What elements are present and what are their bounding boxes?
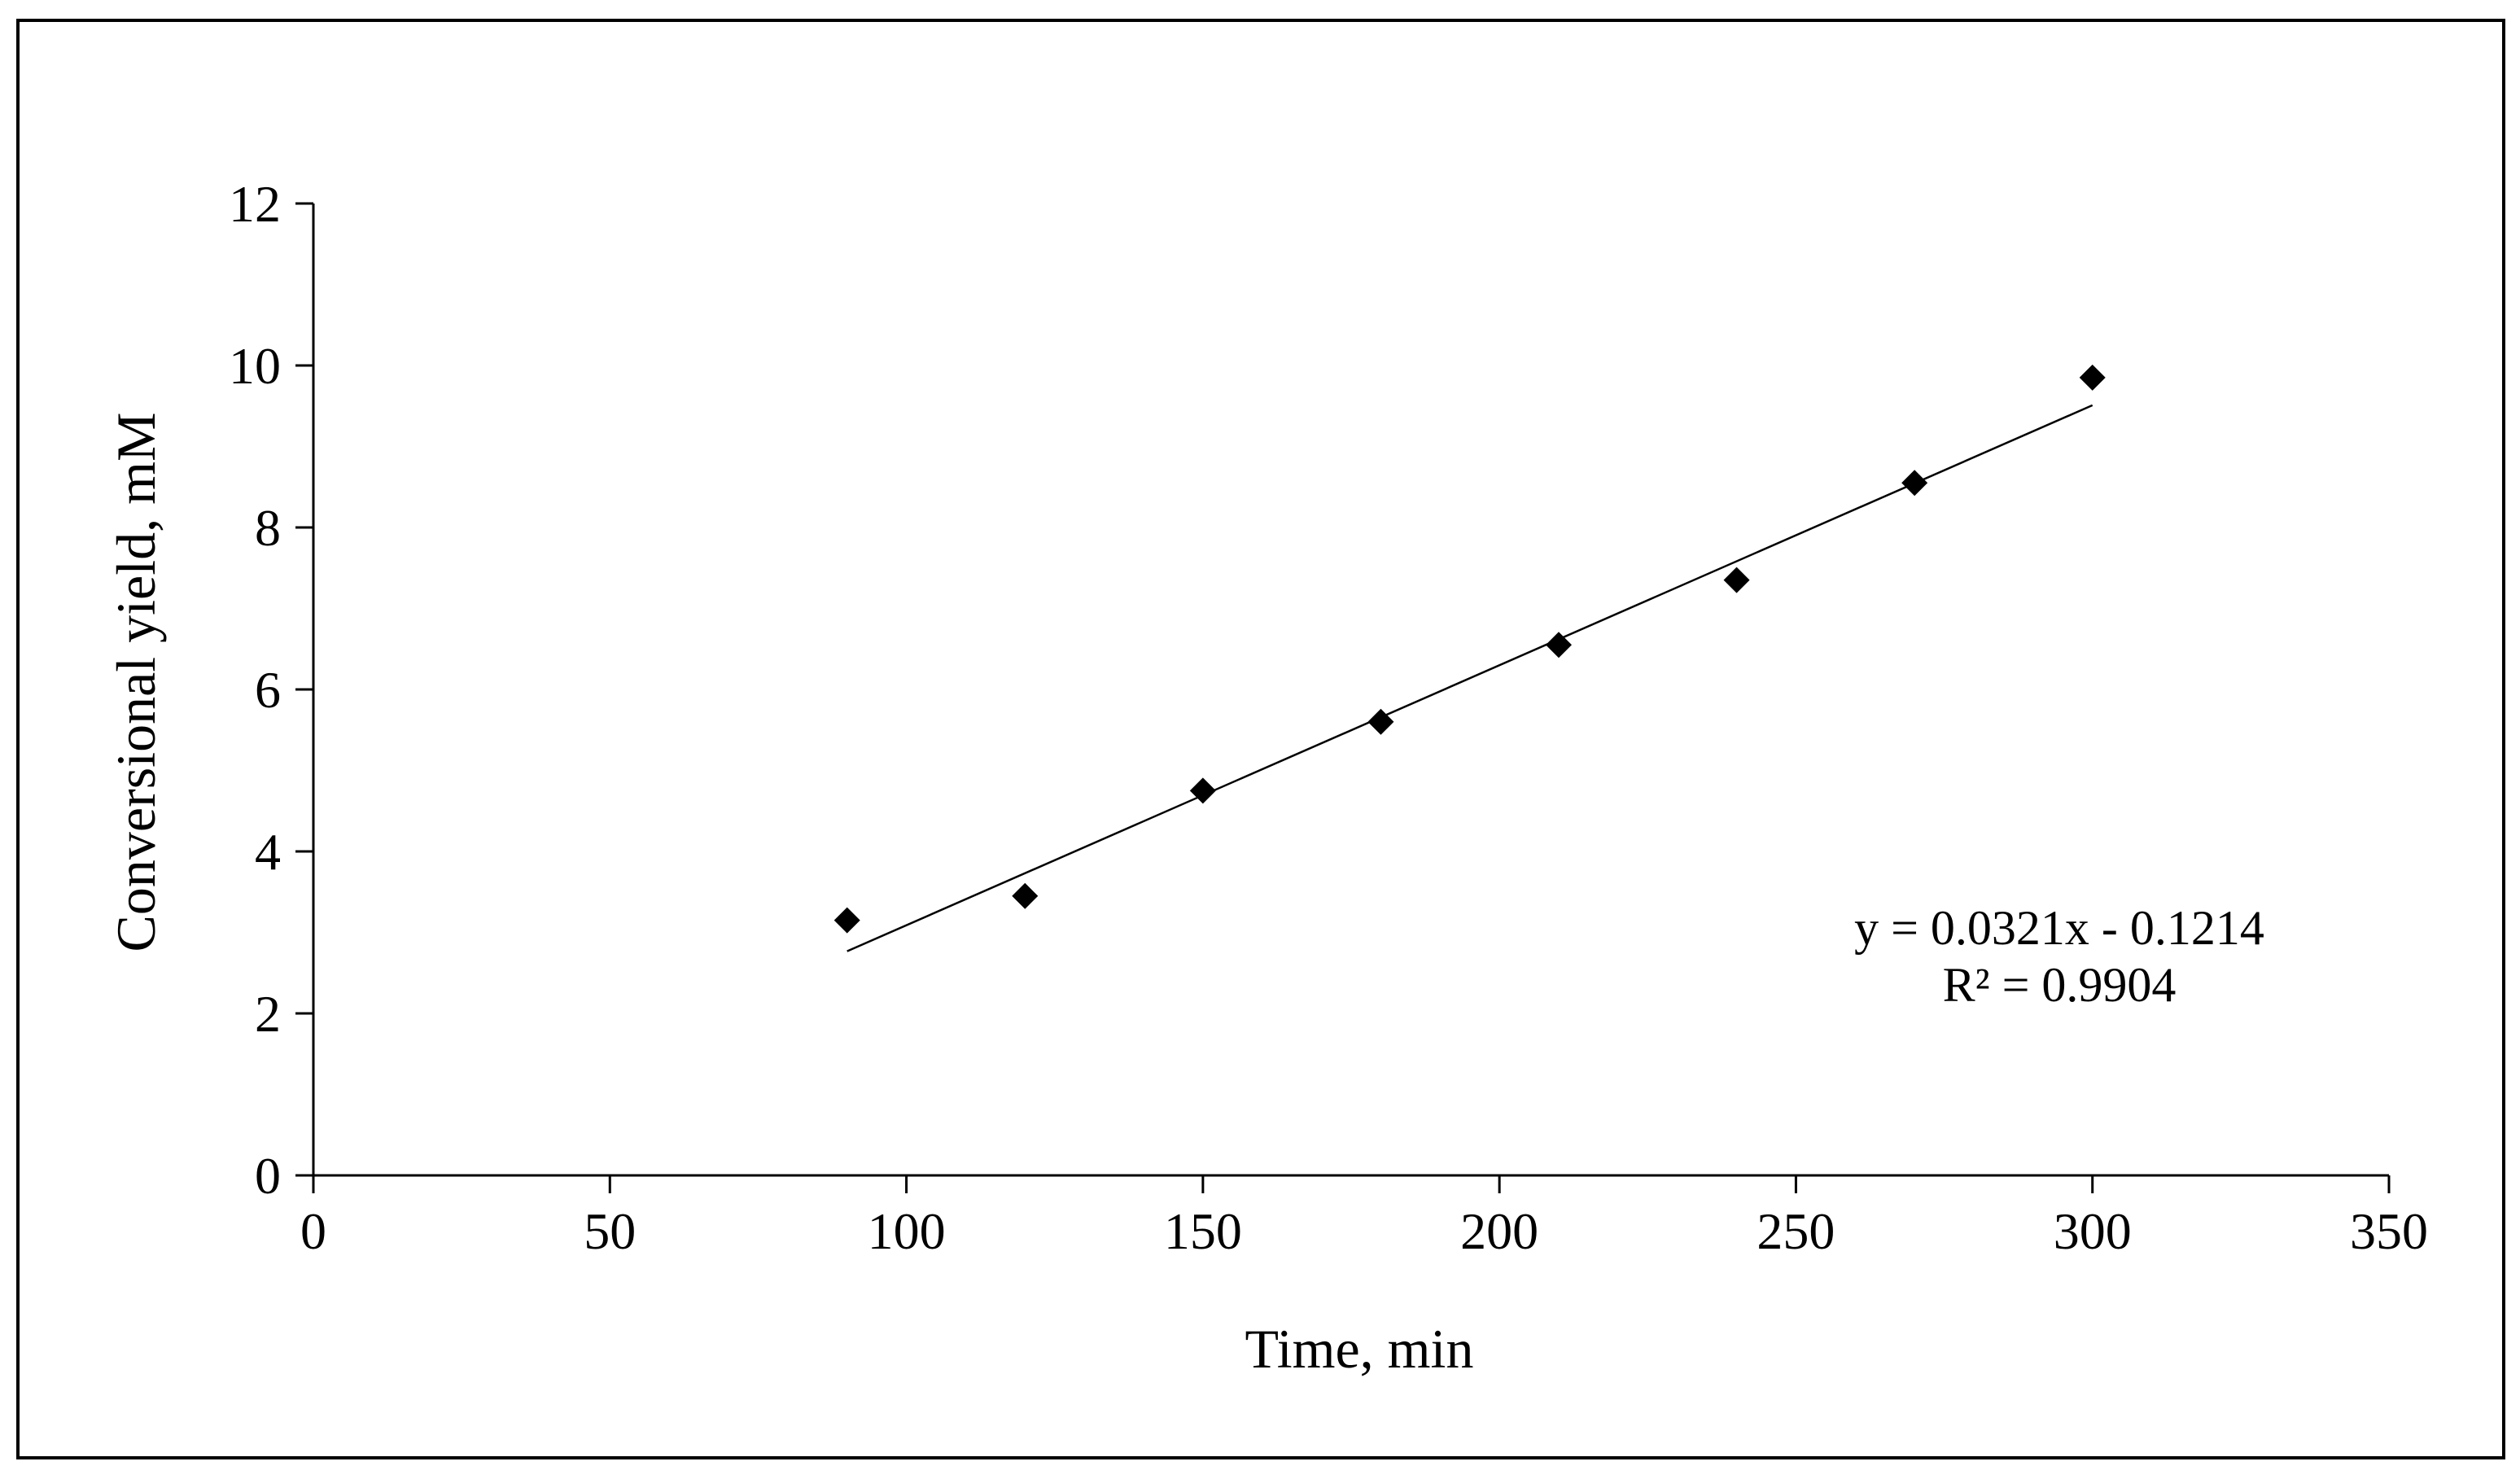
trendline-r-squared: R² = 0.9904 xyxy=(1943,958,2177,1012)
trendline-equation: y = 0.0321x - 0.1214 xyxy=(1854,901,2264,955)
data-point xyxy=(833,907,860,934)
x-tick-label: 350 xyxy=(2350,1202,2428,1260)
y-tick-label: 10 xyxy=(229,337,281,395)
y-axis-label: Conversional yield, mM xyxy=(105,413,167,952)
trendline xyxy=(847,404,2093,952)
y-tick-label: 8 xyxy=(255,499,281,557)
x-tick-label: 0 xyxy=(300,1202,326,1260)
y-tick-label: 12 xyxy=(229,175,281,233)
axis-ticks: 0 50 100 150 200 250 300 350 0 2 4 6 8 10 12 xyxy=(229,175,2428,1260)
x-tick-label: 200 xyxy=(1460,1202,1538,1260)
data-points xyxy=(833,364,2106,934)
y-tick-label: 6 xyxy=(255,661,281,719)
data-point xyxy=(2079,364,2106,391)
x-tick-label: 300 xyxy=(2054,1202,2132,1260)
x-tick-label: 100 xyxy=(868,1202,946,1260)
axes xyxy=(312,203,2389,1177)
x-tick-label: 250 xyxy=(1757,1202,1835,1260)
y-tick-label: 2 xyxy=(255,985,281,1043)
data-point xyxy=(1901,470,1928,497)
y-tick-label: 0 xyxy=(255,1147,281,1205)
y-tick-label: 4 xyxy=(255,823,281,881)
x-tick-label: 50 xyxy=(584,1202,636,1260)
x-tick-label: 150 xyxy=(1164,1202,1242,1260)
data-point xyxy=(1012,882,1039,909)
data-point xyxy=(1367,708,1394,735)
data-point xyxy=(1546,632,1572,659)
x-axis-label: Time, min xyxy=(1245,1318,1474,1380)
chart-frame xyxy=(16,19,2505,1459)
data-point xyxy=(1723,567,1750,593)
data-point xyxy=(1189,777,1216,804)
